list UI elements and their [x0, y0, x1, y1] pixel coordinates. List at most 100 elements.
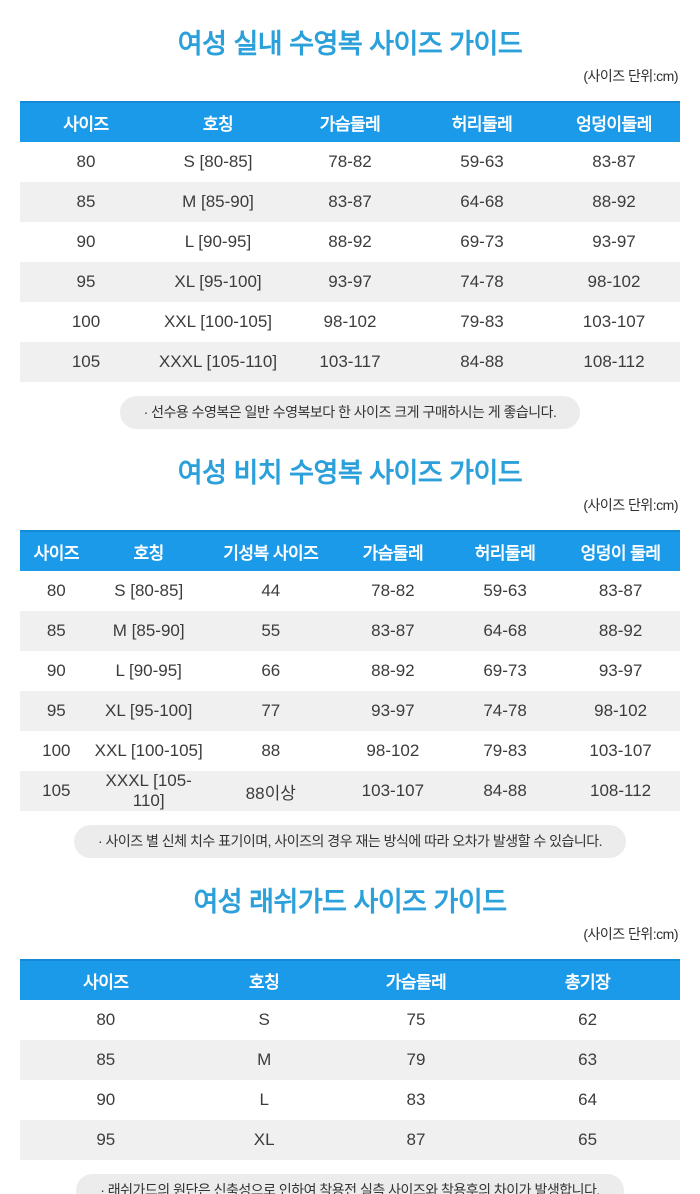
table-header: 사이즈 호칭 가슴둘레 허리둘레 엉덩이둘레 [20, 101, 680, 142]
table-cell: 90 [46, 661, 66, 680]
table-cell: 108-112 [548, 342, 680, 382]
table-cell: 90 [76, 232, 96, 251]
table-cell: 95 [20, 691, 93, 731]
table-cell: S [80-85] [114, 581, 184, 600]
table-cell: XXXL [105-110] [152, 342, 284, 382]
table-cell: 64-68 [416, 182, 548, 222]
table-cell: 88 [261, 741, 281, 760]
column-header: 가슴둘레 [284, 101, 416, 142]
table-cell: M [85-90] [92, 611, 205, 651]
table-cell: 78-82 [371, 581, 415, 600]
table-cell: 59-63 [460, 152, 504, 171]
table-cell: XL [95-100] [92, 691, 205, 731]
table-row: 100 XXL [100-105] 98-102 79-83 103-107 [20, 302, 680, 342]
page-title: 여성 래쉬가드 사이즈 가이드 [193, 887, 507, 917]
column-header: 기성복 사이즈 [204, 530, 337, 571]
beach-swimsuit-size-table: 사이즈 호칭 기성복 사이즈 가슴둘레 허리둘레 엉덩이 둘레 80 S [80-85] 44… [20, 530, 680, 811]
column-header: 호칭 [152, 101, 284, 142]
table-body: 80 S [80-85] 78-82 59-63 83-87 85 M [85-90] 83-… [20, 142, 680, 382]
column-header: 허리둘레 [416, 101, 548, 142]
table-cell: XL [191, 1120, 337, 1160]
table-cell: 64 [578, 1090, 598, 1109]
table-cell: 88-92 [548, 182, 680, 222]
unit-label: (사이즈 단위:cm) [583, 926, 678, 942]
page-title: 여성 비치 수영복 사이즈 가이드 [177, 458, 523, 488]
table-cell: XXL [100-105] [163, 312, 273, 331]
table-cell: 93-97 [598, 661, 643, 680]
note-pill: · 사이즈 별 신체 치수 표기이며, 사이즈의 경우 재는 방식에 따라 오차… [73, 825, 627, 858]
table-row: 95 XL 87 65 [20, 1120, 680, 1160]
note-pill: · 래쉬가드의 원단은 신축성으로 인하여 착용전 실측 사이즈와 착용후의 차… [76, 1174, 624, 1194]
table-cell: S [258, 1010, 270, 1029]
table-cell: 65 [495, 1120, 680, 1160]
table-cell: 85 [20, 611, 93, 651]
header-row: 사이즈 호칭 기성복 사이즈 가슴둘레 허리둘레 엉덩이 둘레 [20, 530, 680, 571]
table-row: 90 L [90-95] 88-92 69-73 93-97 [20, 222, 680, 262]
note-row: · 선수용 수영복은 일반 수영복보다 한 사이즈 크게 구매하시는 게 좋습니… [20, 396, 680, 429]
table-cell: 83-87 [598, 581, 643, 600]
table-cell: 84-88 [448, 771, 562, 811]
table-cell: 84-88 [416, 342, 548, 382]
table-cell: 63 [495, 1040, 680, 1080]
table-row: 105 XXXL [105-110] 88이상 103-107 84-88 108-112 [20, 771, 680, 811]
table-cell: L [259, 1090, 269, 1109]
table-cell: 44 [261, 581, 281, 600]
table-cell: 83-87 [592, 152, 636, 171]
table-cell: 98-102 [548, 262, 680, 302]
header-row: 사이즈 호칭 가슴둘레 총기장 [20, 959, 680, 1000]
column-header: 총기장 [495, 959, 680, 1000]
table-cell: 88-92 [371, 661, 415, 680]
table-cell: 85 [20, 182, 152, 222]
table-cell: 100 [42, 741, 71, 760]
table-row: 90 L [90-95] 66 88-92 69-73 93-97 [20, 651, 680, 691]
column-header: 가슴둘레 [336, 959, 496, 1000]
table-cell: 83-87 [284, 182, 416, 222]
column-header: 호칭 [191, 959, 337, 1000]
table-row: 80 S [80-85] 78-82 59-63 83-87 [20, 142, 680, 182]
section-beach-swimsuit-guide: 여성 비치 수영복 사이즈 가이드 (사이즈 단위:cm) 사이즈 호칭 기성복 사… [20, 455, 680, 858]
table-cell: M [191, 1040, 337, 1080]
table-body: 80 S [80-85] 44 78-82 59-63 83-87 85 M [85-90] 5… [20, 571, 680, 811]
size-guide-page: 여성 실내 수영복 사이즈 가이드 (사이즈 단위:cm) 사이즈 호칭 가슴둘레 허… [20, 26, 680, 1194]
table-cell: 108-112 [561, 771, 680, 811]
note-row: · 사이즈 별 신체 치수 표기이며, 사이즈의 경우 재는 방식에 따라 오차… [20, 825, 680, 858]
table-cell: 85 [20, 1040, 192, 1080]
rashguard-size-table: 사이즈 호칭 가슴둘레 총기장 80 S 75 62 85 M 79 63 90 L 83 64 95 XL 87… [20, 959, 680, 1160]
table-cell: 74-78 [448, 691, 562, 731]
table-cell: 95 [20, 1120, 192, 1160]
column-header: 가슴둘레 [336, 530, 449, 571]
table-row: 85 M [85-90] 83-87 64-68 88-92 [20, 182, 680, 222]
table-row: 85 M [85-90] 55 83-87 64-68 88-92 [20, 611, 680, 651]
table-cell: 88이상 [204, 771, 337, 811]
table-row: 80 S 75 62 [20, 1000, 680, 1040]
note-pill: · 선수용 수영복은 일반 수영복보다 한 사이즈 크게 구매하시는 게 좋습니… [119, 396, 581, 429]
table-cell: 74-78 [416, 262, 548, 302]
table-cell: 88-92 [561, 611, 680, 651]
table-header: 사이즈 호칭 기성복 사이즈 가슴둘레 허리둘레 엉덩이 둘레 [20, 530, 680, 571]
table-cell: 69-73 [483, 661, 527, 680]
table-cell: 95 [20, 262, 152, 302]
table-cell: 93-97 [336, 691, 449, 731]
table-cell: 77 [204, 691, 337, 731]
table-cell: 80 [46, 581, 66, 600]
table-cell: 83 [406, 1090, 426, 1109]
table-cell: 78-82 [328, 152, 372, 171]
header-row: 사이즈 호칭 가슴둘레 허리둘레 엉덩이둘레 [20, 101, 680, 142]
section-indoor-swimsuit-guide: 여성 실내 수영복 사이즈 가이드 (사이즈 단위:cm) 사이즈 호칭 가슴둘레 허… [20, 26, 680, 429]
column-header: 사이즈 [20, 959, 192, 1000]
table-body: 80 S 75 62 85 M 79 63 90 L 83 64 95 XL 87 65 [20, 1000, 680, 1160]
table-cell: 59-63 [483, 581, 527, 600]
table-cell: 105 [20, 342, 152, 382]
table-cell: M [85-90] [152, 182, 284, 222]
table-row: 100 XXL [100-105] 88 98-102 79-83 103-107 [20, 731, 680, 771]
table-cell: 69-73 [460, 232, 504, 251]
table-cell: 79 [336, 1040, 496, 1080]
table-cell: 93-97 [284, 262, 416, 302]
table-cell: 75 [406, 1010, 426, 1029]
table-cell: L [90-95] [115, 661, 182, 680]
table-row: 105 XXXL [105-110] 103-117 84-88 108-112 [20, 342, 680, 382]
table-cell: 88-92 [328, 232, 372, 251]
table-cell: L [90-95] [184, 232, 252, 251]
table-cell: 103-107 [582, 312, 646, 331]
table-cell: XXL [100-105] [94, 741, 203, 760]
